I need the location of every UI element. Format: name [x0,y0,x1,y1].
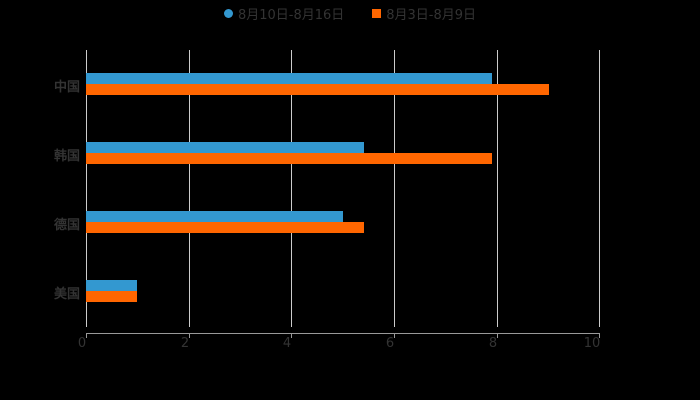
bar-series-2[interactable] [86,84,549,95]
x-tick-label: 4 [282,336,292,351]
x-tick [497,333,498,338]
legend-item-series-1[interactable]: 8月10日-8月16日 [223,4,345,23]
legend-label: 8月10日-8月16日 [237,8,345,23]
x-tick [86,333,87,338]
category-label: 韩国 [53,149,80,164]
x-tick-label: 6 [385,336,395,351]
gridline [86,50,87,327]
gridline [291,50,292,327]
gridline [189,50,190,327]
category-label: 德国 [53,218,80,233]
category-label: 中国 [53,80,80,95]
bar-series-2[interactable] [86,153,493,164]
square-icon [372,9,382,18]
x-tick [394,333,395,338]
gridline [394,50,395,327]
bar-series-2[interactable] [86,222,364,233]
bar-series-1[interactable] [86,211,343,222]
legend-label: 8月3日-8月9日 [386,8,477,23]
gridline [599,50,600,327]
plot-area [86,50,600,327]
x-tick [189,333,190,338]
bar-series-2[interactable] [86,291,138,302]
legend-item-series-2[interactable]: 8月3日-8月9日 [372,4,476,23]
x-tick-label: 10 [583,336,601,351]
x-tick [291,333,292,338]
bar-series-1[interactable] [86,280,138,291]
bar-series-1[interactable] [86,142,364,153]
gridline [497,50,498,327]
circle-icon [223,9,233,18]
bar-series-1[interactable] [86,73,493,84]
x-tick [599,333,600,338]
x-axis [86,333,600,334]
legend: 8月10日-8月16日 8月3日-8月9日 [0,4,700,23]
x-tick-label: 0 [77,336,87,351]
x-tick-label: 8 [488,336,498,351]
x-tick-label: 2 [180,336,190,351]
category-label: 美国 [53,287,80,302]
